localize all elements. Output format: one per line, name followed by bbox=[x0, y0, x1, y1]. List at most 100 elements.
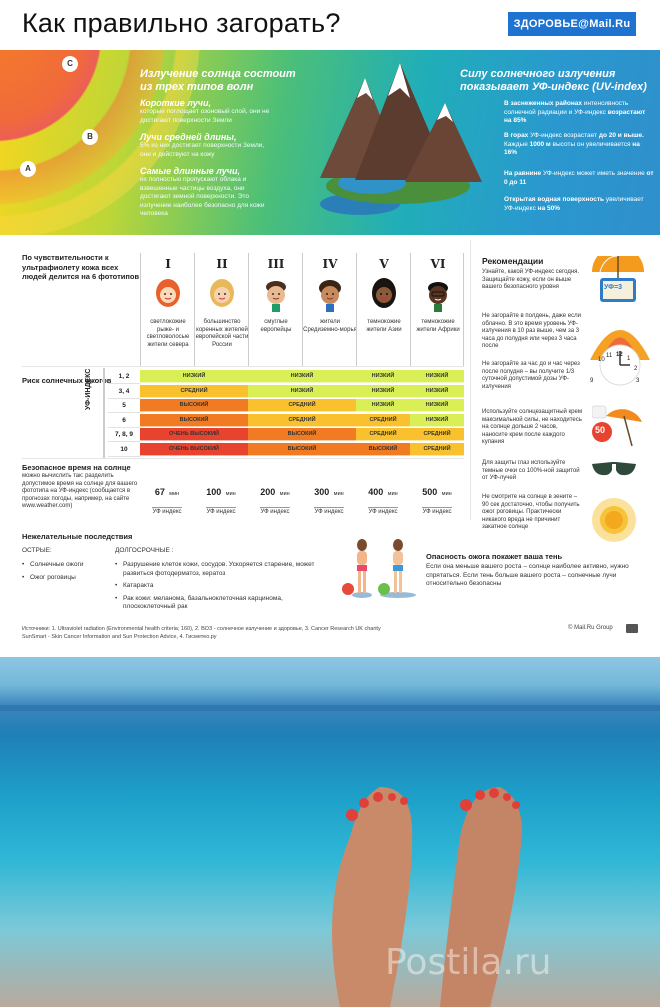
recommendations-title: Рекомендации bbox=[482, 256, 544, 266]
risk-cell: ВЫСОКИЙ bbox=[356, 442, 410, 456]
uv-bold: возрастают на 85% bbox=[504, 108, 646, 125]
phototype-col-2: II большинство коренных жителей европейс… bbox=[194, 253, 248, 366]
wave-head: Самые длинные лучи, bbox=[140, 166, 241, 176]
band-label-a: A bbox=[20, 161, 36, 177]
risk-cell: СРЕДНИЙ bbox=[248, 399, 356, 412]
wave-item-short: Короткие лучи, которые поглощает озоновы… bbox=[140, 98, 270, 125]
uv-item-water: Открытая водная поверхность увеличивает … bbox=[504, 196, 654, 213]
phototype-col-3: III смуглые европейцы bbox=[248, 253, 302, 366]
safe-time-value: 500 bbox=[422, 487, 438, 497]
safe-time-text: можно вычислить так: разделить допустимо… bbox=[22, 473, 138, 510]
safe-time-unit: мин bbox=[225, 491, 236, 497]
mediterranean-face-icon bbox=[319, 280, 341, 312]
european-face-icon bbox=[266, 281, 286, 312]
risk-cell: НИЗКИЙ bbox=[410, 399, 464, 412]
consequences-title: Нежелательные последствия bbox=[22, 532, 133, 541]
risk-cell: ВЫСОКИЙ bbox=[248, 442, 356, 456]
safe-time-sub: УФ индекс bbox=[206, 507, 236, 515]
rec-item-3: Не загорайте за час до и час через после… bbox=[482, 361, 580, 390]
chronic-title: ДОЛГОСРОЧНЫЕ : bbox=[115, 547, 174, 554]
divider bbox=[22, 366, 464, 367]
list-item: Солнечные ожоги bbox=[22, 561, 112, 570]
clock-label: 12 bbox=[616, 352, 623, 358]
phototype-num: IV bbox=[322, 257, 338, 271]
uv-bold: На равнине bbox=[504, 170, 542, 177]
tv-uv-label: УФ=3 bbox=[604, 284, 623, 291]
risk-cell: ОЧЕНЬ ВЫСОКИЙ bbox=[140, 428, 248, 441]
risk-cell: СРЕДНИЙ bbox=[248, 413, 356, 427]
band-label-c: C bbox=[62, 56, 78, 72]
uv-bold: 1000 м bbox=[529, 140, 551, 148]
header: Как правильно загорать? ЗДОРОВЬЕ@Mail.Ru bbox=[0, 0, 660, 50]
safe-time-value: 400 bbox=[368, 487, 384, 497]
sunglasses-icon bbox=[592, 462, 636, 476]
snow-cap bbox=[437, 103, 453, 122]
safe-time-cell: 100 мин УФ индекс bbox=[194, 482, 248, 518]
phototype-desc: жители Средиземно-морья bbox=[303, 319, 357, 333]
safe-time-unit: мин bbox=[169, 491, 180, 497]
risk-cell: ВЫСОКИЙ bbox=[140, 413, 248, 427]
safe-time-title: Безопасное время на солнце bbox=[22, 463, 131, 472]
wave-text: их полностью пропускают облака и взвешен… bbox=[140, 176, 265, 217]
phototype-desc: смуглые европейцы bbox=[260, 319, 292, 333]
risk-cell: НИЗКИЙ bbox=[140, 370, 248, 383]
safe-time-cell: 400 мин УФ индекс bbox=[356, 482, 410, 518]
mail-icon bbox=[626, 624, 638, 633]
phototype-desc: большинство коренных жителей европейской… bbox=[195, 319, 249, 348]
blonde-face-icon bbox=[210, 279, 234, 307]
rec-item-6: Не смотрите на солнце в зените – 90 сек … bbox=[482, 494, 580, 531]
uv-bold: на 16% bbox=[504, 140, 640, 157]
uv-bold: В заснеженных районах bbox=[504, 100, 582, 107]
tv-umbrella-icon bbox=[592, 256, 644, 302]
wave-head: Лучи средней длины, bbox=[140, 132, 237, 142]
phototype-num: II bbox=[216, 257, 228, 271]
risk-cell: НИЗКИЙ bbox=[410, 384, 464, 398]
sun-rays-icon bbox=[592, 498, 636, 542]
uv-text: УФ-индекс возрастает bbox=[530, 132, 598, 139]
uv-bold: от 0 до 11 bbox=[504, 170, 654, 186]
phototype-desc: темнокожие жители Азии bbox=[366, 319, 402, 333]
safe-time-cell: 500 мин УФ индекс bbox=[410, 482, 464, 518]
uv-row-label: 3, 4 bbox=[108, 385, 140, 399]
uv-text: интенсивность солнечной радиации и УФ-ин… bbox=[504, 100, 629, 116]
phototypes-intro: По чувствительности к ультрафиолету кожа… bbox=[22, 253, 140, 281]
african-face-icon bbox=[428, 282, 448, 312]
clock-label: 10 bbox=[598, 357, 605, 363]
safe-time-value: 200 bbox=[260, 487, 276, 497]
brand-logo[interactable]: ЗДОРОВЬЕ@Mail.Ru bbox=[508, 12, 636, 36]
uv-text: увеличивает УФ-индекс bbox=[504, 196, 644, 212]
safe-time-cell: 300 мин УФ индекс bbox=[302, 482, 356, 518]
waves-title: Излучение солнца состоит из трех типов в… bbox=[140, 68, 296, 93]
uv-row-label: 6 bbox=[108, 414, 140, 428]
uv-item-mountains: В горах УФ-индекс возрастает до 20 и выш… bbox=[504, 132, 654, 158]
watermark: Postila.ru bbox=[385, 942, 552, 983]
risk-cell: СРЕДНИЙ bbox=[140, 384, 248, 398]
risk-title: Риск солнечных ожогов bbox=[22, 376, 112, 385]
wave-item-medium: Лучи средней длины, 5% из них достигает … bbox=[140, 132, 270, 159]
phototype-num: VI bbox=[430, 257, 446, 271]
risk-cell: НИЗКИЙ bbox=[410, 413, 464, 427]
asian-face-icon bbox=[372, 278, 396, 308]
safe-time-sub: УФ индекс bbox=[260, 507, 290, 515]
beach-photo: Postila.ru bbox=[0, 657, 660, 1007]
uv-item-snow: В заснеженных районах интенсивность солн… bbox=[504, 100, 654, 126]
uv-text: Каждые bbox=[504, 140, 528, 148]
mountains-illustration bbox=[320, 63, 482, 215]
phototype-num: I bbox=[165, 257, 171, 271]
clock-label: 3 bbox=[636, 378, 640, 384]
shadow-illustration bbox=[342, 539, 416, 598]
uv-row-label: 7, 8, 9 bbox=[108, 428, 140, 442]
uv-bold: до 20 и выше. bbox=[598, 132, 644, 139]
safe-time-sub: УФ индекс bbox=[422, 507, 452, 515]
phototype-col-1: I светлокожие рыже- и светловолосые жите… bbox=[140, 253, 194, 366]
uv-item-plain: На равнине УФ-индекс может иметь значени… bbox=[504, 170, 654, 187]
uv-row-label: 5 bbox=[108, 399, 140, 413]
list-item: Рак кожи: меланома, базальноклеточная ка… bbox=[115, 595, 330, 612]
clock-sun-icon bbox=[590, 330, 650, 386]
acute-title: ОСТРЫЕ: bbox=[22, 547, 52, 554]
uv-bold: В горах bbox=[504, 132, 529, 139]
phototype-num: III bbox=[267, 257, 285, 271]
snow-cap bbox=[357, 78, 373, 100]
phototype-desc: светлокожие рыже- и светловолосые жители… bbox=[146, 319, 190, 348]
wave-item-long: Самые длинные лучи, их полностью пропуск… bbox=[140, 166, 270, 219]
